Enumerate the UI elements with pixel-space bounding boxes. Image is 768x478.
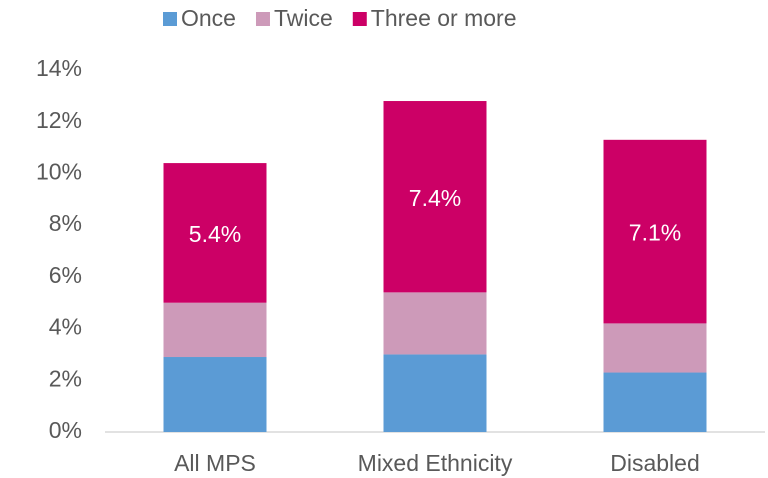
legend-swatch bbox=[352, 12, 367, 26]
x-tick-label: Mixed Ethnicity bbox=[358, 450, 513, 476]
bar-segment bbox=[163, 163, 267, 303]
bar-segment bbox=[603, 323, 707, 373]
legend-label: Twice bbox=[274, 5, 333, 31]
bar-segment bbox=[383, 292, 487, 355]
bar-segment bbox=[603, 139, 707, 324]
x-tick-label: Disabled bbox=[610, 450, 700, 476]
x-tick-label: All MPS bbox=[174, 450, 256, 476]
legend-label: Once bbox=[181, 5, 236, 31]
legend-swatch bbox=[255, 12, 270, 26]
data-label: 7.4% bbox=[409, 185, 461, 211]
bar-segment bbox=[603, 372, 707, 432]
y-tick-label: 10% bbox=[36, 159, 82, 185]
bar-segment bbox=[163, 302, 267, 358]
y-tick-label: 14% bbox=[36, 55, 82, 81]
y-tick-label: 12% bbox=[36, 107, 82, 133]
y-tick-label: 0% bbox=[49, 417, 82, 443]
y-tick-label: 2% bbox=[49, 365, 82, 391]
bar-segment bbox=[383, 354, 487, 432]
legend-label: Three or more bbox=[371, 5, 517, 31]
data-label: 7.1% bbox=[629, 220, 681, 246]
data-label: 5.4% bbox=[189, 221, 241, 247]
y-tick-label: 6% bbox=[49, 262, 82, 288]
bar-segment bbox=[383, 101, 487, 293]
y-tick-label: 4% bbox=[49, 314, 82, 340]
legend-swatch bbox=[163, 12, 177, 26]
y-tick-label: 8% bbox=[49, 210, 82, 236]
bar-segment bbox=[163, 357, 267, 432]
